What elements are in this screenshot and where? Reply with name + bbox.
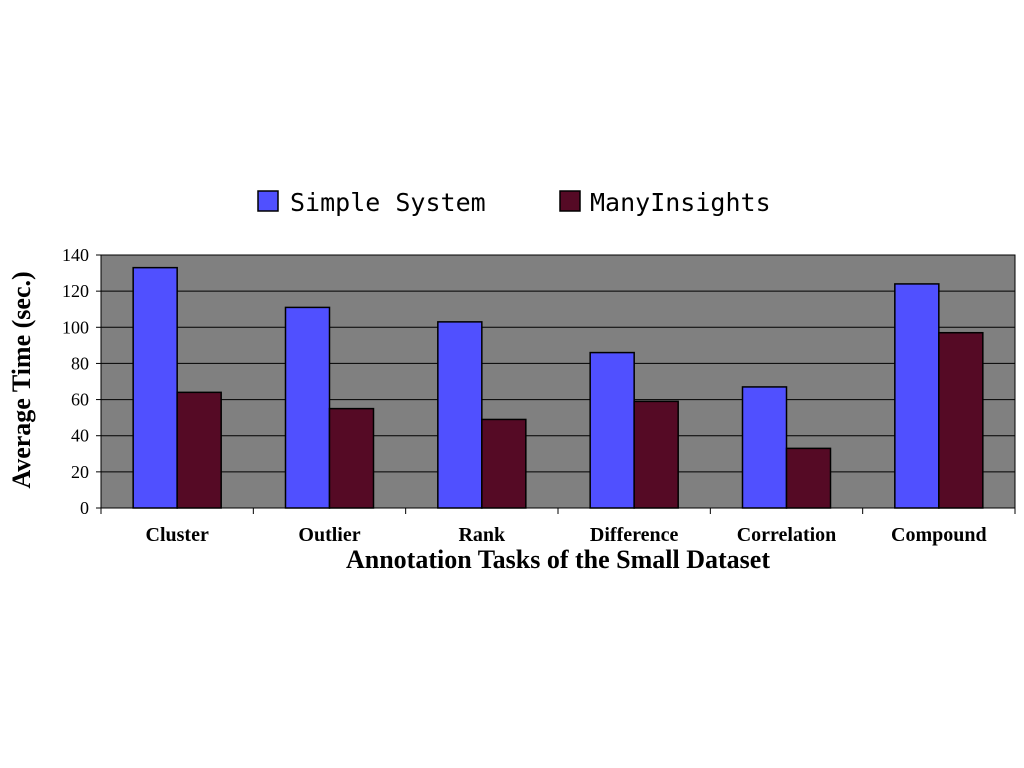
x-tick-label: Correlation [737, 524, 837, 546]
gridlines [101, 290, 1015, 473]
legend: Simple System ManyInsights [257, 188, 771, 217]
bar-simple-system-compound [894, 283, 940, 509]
legend-swatch-simple-system [257, 190, 279, 212]
x-axis-title: Annotation Tasks of the Small Dataset [346, 545, 770, 574]
x-tick-label: Cluster [146, 524, 209, 546]
y-tick-label: 0 [80, 498, 89, 518]
y-tick-label: 100 [62, 317, 89, 337]
legend-label-simple-system: Simple System [290, 188, 486, 217]
bar-manyinsights-cluster [176, 391, 222, 509]
legend-label-manyinsights: ManyInsights [590, 188, 771, 217]
y-axis-ticks: 0 20 40 60 80 100 120 140 [62, 245, 101, 518]
y-axis-title: Average Time (sec.) [7, 271, 36, 488]
plot-area [100, 254, 1016, 509]
x-axis-ticks [100, 508, 1016, 514]
bar-manyinsights-compound [938, 331, 984, 509]
legend-swatch-manyinsights [559, 190, 581, 212]
bars [132, 266, 984, 509]
bar-simple-system-correlation [741, 386, 788, 509]
category-labels: Cluster Outlier Rank Difference Correlation C… [146, 524, 987, 546]
y-tick-label: 60 [71, 390, 89, 410]
y-tick-label: 40 [71, 426, 89, 446]
y-tick-label: 140 [62, 245, 89, 265]
y-tick-label: 20 [71, 462, 89, 482]
y-tick-label: 120 [62, 281, 89, 301]
bar-manyinsights-outlier [328, 407, 375, 509]
bar-simple-system-outlier [284, 306, 331, 509]
y-tick-label: 80 [71, 353, 89, 373]
x-tick-label: Outlier [298, 524, 360, 546]
x-tick-label: Difference [590, 524, 679, 546]
bar-simple-system-cluster [132, 266, 178, 509]
x-tick-label: Rank [458, 524, 506, 546]
bar-simple-system-rank [437, 321, 483, 509]
bar-manyinsights-rank [481, 418, 527, 509]
bar-simple-system-difference [589, 351, 635, 509]
x-tick-label: Compound [891, 524, 987, 546]
bar-manyinsights-difference [633, 400, 679, 509]
bar-manyinsights-correlation [785, 447, 832, 509]
